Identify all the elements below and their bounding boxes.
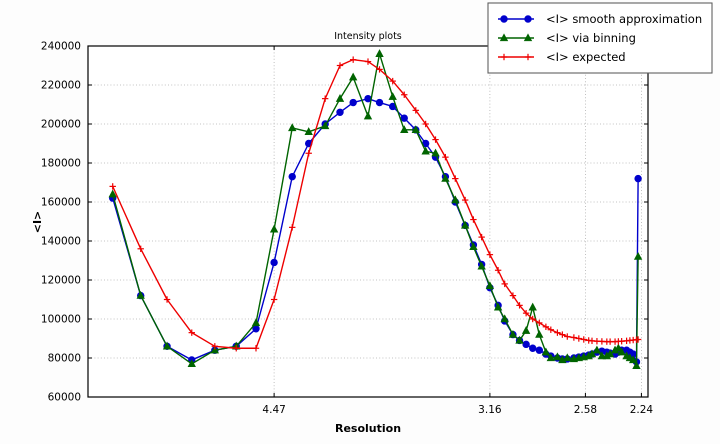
x-axis-label: Resolution bbox=[335, 422, 401, 435]
legend-item-1[interactable]: <I> smooth approximation bbox=[498, 12, 702, 26]
series-markers bbox=[108, 49, 643, 369]
y-axis-label: <I> bbox=[31, 211, 44, 234]
legend-label: <I> via binning bbox=[546, 31, 636, 45]
series-i-via-binning bbox=[108, 49, 643, 369]
legend-item-3[interactable]: <I> expected bbox=[498, 50, 626, 64]
y-tick-label: 100000 bbox=[41, 314, 81, 326]
data-series-layer bbox=[108, 49, 643, 369]
x-tick-label: 4.47 bbox=[262, 404, 285, 416]
y-tick-label: 80000 bbox=[48, 353, 81, 365]
legend-item-2[interactable]: <I> via binning bbox=[498, 31, 636, 45]
y-tick-label: 200000 bbox=[41, 119, 81, 131]
y-axis-tick-labels: 60000 80000 100000 120000 140000 160000 180000… bbox=[41, 41, 81, 404]
legend-label: <I> expected bbox=[546, 50, 626, 64]
y-tick-label: 240000 bbox=[41, 41, 81, 53]
y-tick-label: 120000 bbox=[41, 275, 81, 287]
y-tick-label: 60000 bbox=[48, 392, 81, 404]
axes-spines bbox=[87, 45, 649, 398]
x-axis-tick-labels: 4.47 3.16 2.58 2.24 bbox=[262, 404, 653, 416]
y-tick-label: 180000 bbox=[41, 158, 81, 170]
series-markers bbox=[109, 56, 642, 352]
axes-background bbox=[88, 46, 648, 397]
x-tick-label: 2.24 bbox=[630, 404, 654, 416]
chart-title: Intensity plots bbox=[334, 31, 402, 42]
chart-legend[interactable]: <I> smooth approximation <I> via binning <… bbox=[487, 2, 713, 74]
series-i-expected bbox=[109, 56, 642, 352]
y-tick-label: 220000 bbox=[41, 80, 81, 92]
x-tick-label: 3.16 bbox=[478, 404, 502, 416]
x-tick-label: 2.58 bbox=[574, 404, 597, 416]
y-tick-label: 160000 bbox=[41, 197, 81, 209]
legend-label: <I> smooth approximation bbox=[546, 12, 702, 26]
y-tick-label: 140000 bbox=[41, 236, 81, 248]
